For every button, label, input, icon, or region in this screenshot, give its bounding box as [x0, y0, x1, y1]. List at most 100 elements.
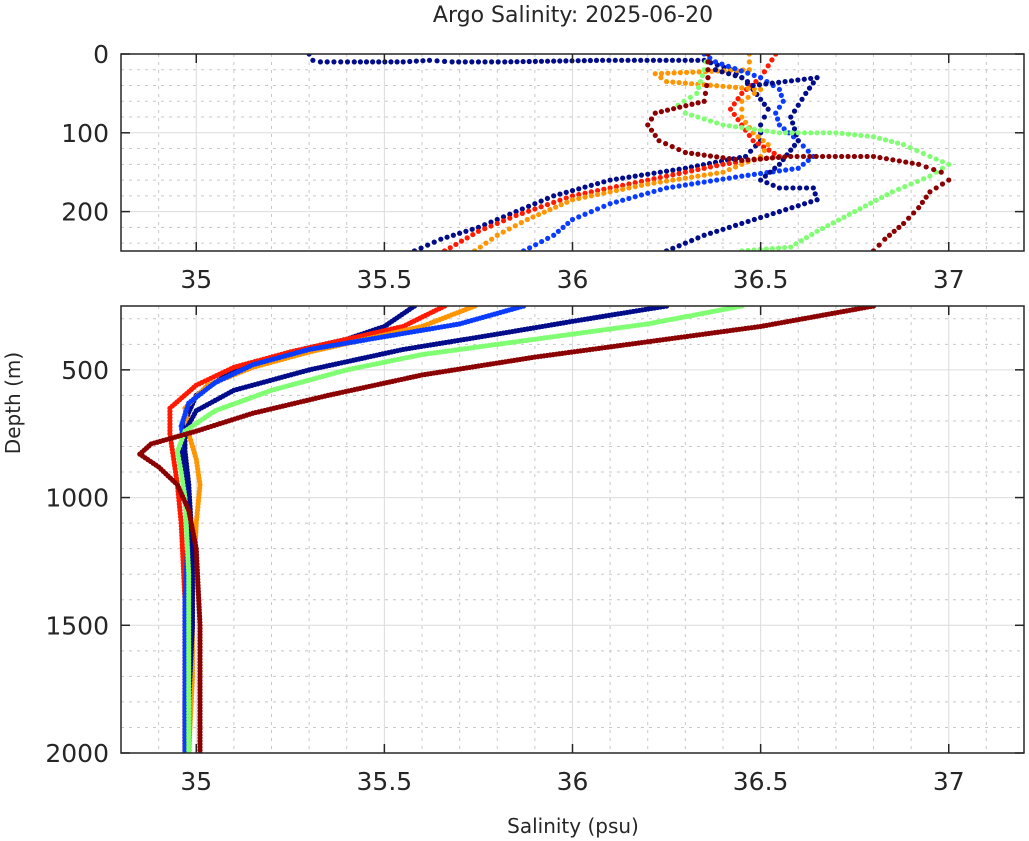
data-point [587, 57, 593, 64]
data-point [564, 199, 570, 205]
data-point [720, 226, 726, 232]
data-point [524, 216, 530, 223]
data-point [776, 161, 783, 167]
profile-lightgreen-series [174, 306, 745, 753]
data-point [695, 100, 701, 106]
data-point [751, 72, 757, 78]
data-point [620, 186, 626, 192]
data-point [695, 57, 701, 63]
data-point [776, 168, 783, 174]
data-point [755, 134, 761, 140]
data-point [541, 209, 547, 215]
data-point [852, 209, 858, 215]
data-point [701, 232, 707, 238]
data-point [808, 75, 814, 82]
data-point [536, 211, 542, 218]
data-point [731, 101, 737, 107]
data-point [739, 161, 745, 167]
data-point [726, 160, 732, 167]
data-point [774, 116, 781, 122]
data-point [770, 210, 776, 217]
data-point [814, 228, 820, 234]
data-point [739, 220, 745, 227]
data-point [707, 153, 714, 159]
data-point [801, 201, 808, 207]
chart-title: Argo Salinity: 2025-06-20 [433, 3, 713, 28]
data-point [812, 191, 818, 197]
data-point [896, 224, 902, 230]
data-point [803, 185, 810, 191]
data-point [475, 224, 482, 230]
data-point [551, 232, 557, 238]
x-tick-label: 36.5 [733, 265, 789, 294]
data-point [810, 185, 816, 191]
data-point [732, 174, 739, 180]
data-point [663, 57, 669, 63]
series-group [306, 54, 952, 251]
data-point [658, 75, 664, 81]
data-point [426, 57, 433, 63]
data-point [638, 178, 645, 184]
data-point [663, 185, 670, 191]
data-point [701, 98, 707, 104]
data-point [921, 176, 927, 182]
profile-darkred-series [645, 54, 952, 251]
data-point [607, 201, 613, 207]
data-point [712, 67, 719, 73]
data-point [458, 238, 465, 244]
data-point [500, 218, 507, 224]
data-point [797, 185, 803, 191]
y-axis-title: Depth (m) [1, 352, 25, 454]
data-point [758, 214, 764, 221]
y-tick-label: 100 [61, 119, 109, 148]
data-point [803, 235, 810, 241]
data-point [714, 228, 720, 234]
data-point [814, 75, 820, 81]
data-point [657, 187, 663, 193]
data-point [720, 161, 726, 167]
data-point [644, 57, 650, 63]
data-point [707, 230, 714, 236]
x-tick-label: 36 [557, 265, 589, 294]
data-point [712, 59, 719, 65]
data-point [394, 59, 400, 65]
data-point [625, 57, 631, 63]
data-point [569, 216, 576, 223]
data-point [544, 195, 551, 202]
data-point [648, 116, 655, 122]
data-point [520, 58, 526, 65]
data-point [695, 173, 701, 179]
data-point [441, 58, 448, 64]
data-point [670, 184, 676, 190]
data-point [482, 59, 488, 65]
data-point [727, 106, 734, 112]
data-point [769, 57, 775, 63]
data-point [689, 168, 695, 174]
data-point [526, 208, 532, 214]
data-point [707, 164, 714, 170]
data-point [526, 58, 532, 65]
data-point [607, 177, 613, 183]
data-point [569, 197, 576, 203]
data-point [494, 232, 500, 238]
data-point [601, 203, 607, 209]
data-point [588, 209, 594, 215]
data-point [689, 237, 695, 244]
data-point [588, 189, 594, 195]
data-point [788, 244, 794, 250]
data-point [601, 186, 607, 192]
data-point [826, 153, 832, 160]
data-point [469, 59, 475, 65]
data-point [719, 69, 725, 75]
data-point [530, 214, 536, 220]
data-point [765, 142, 771, 148]
data-point [751, 90, 757, 96]
data-point [444, 234, 450, 240]
data-point [645, 122, 651, 128]
data-point [800, 153, 807, 160]
data-point [508, 59, 514, 65]
data-point [538, 198, 544, 204]
profile-red-series [441, 54, 783, 251]
data-point [652, 132, 658, 139]
data-point [901, 220, 907, 227]
